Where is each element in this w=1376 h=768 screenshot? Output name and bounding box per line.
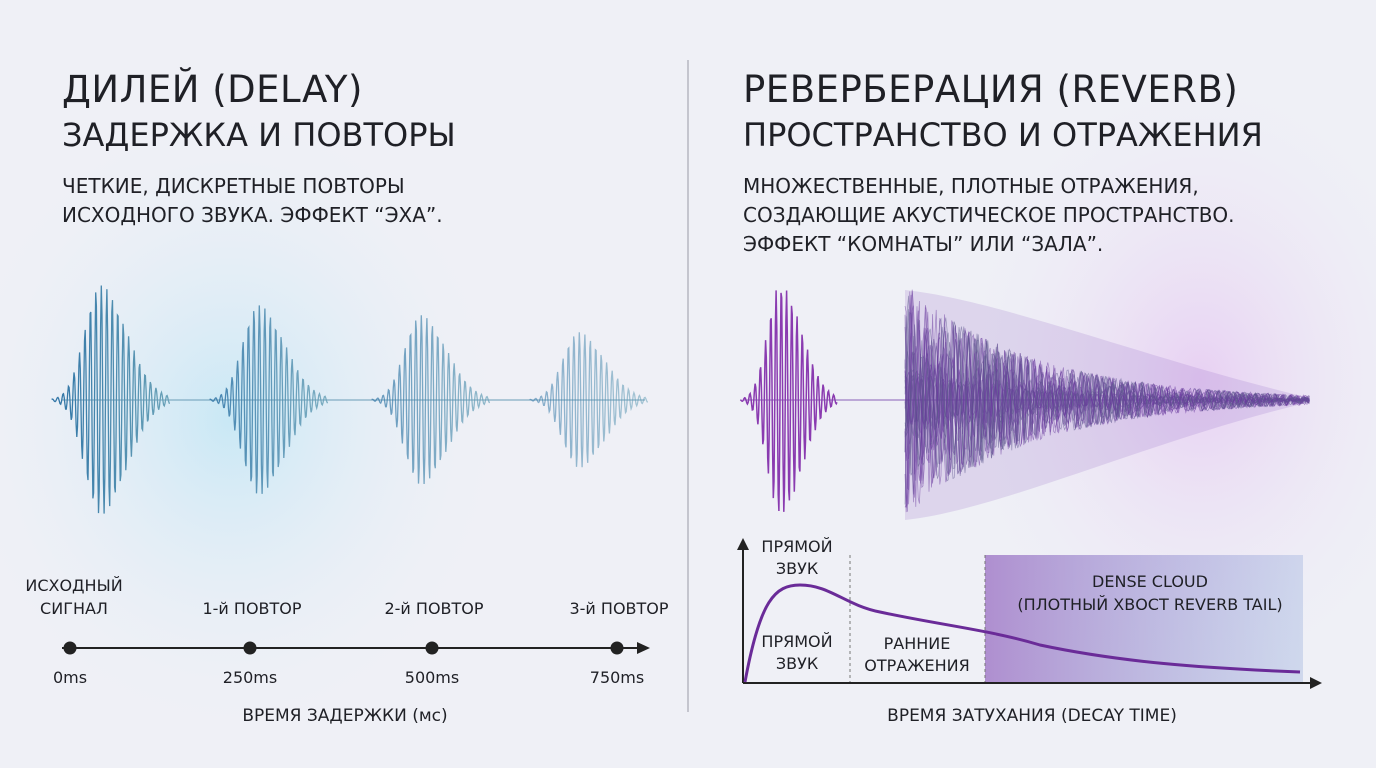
arrow	[1310, 677, 1322, 689]
glow	[940, 50, 1376, 710]
title: РЕВЕРБЕРАЦИЯ (REVERB)	[743, 68, 1238, 111]
description: ИСХОДНОГО ЗВУКА. ЭФФЕКТ “ЭХА”.	[62, 203, 443, 227]
event-label: 1-й ПОВТОР	[202, 599, 301, 618]
arrow	[737, 538, 749, 550]
axis-label: ВРЕМЯ ЗАДЕРЖКИ (мс)	[242, 706, 447, 726]
timeline-dot	[243, 641, 257, 655]
event-label: ИСХОДНЫЙ	[25, 576, 122, 595]
waveform	[371, 315, 490, 485]
waveforms	[51, 285, 1310, 520]
direct-label: ПРЯМОЙ	[761, 632, 832, 651]
subtitle: ПРОСТРАНСТВО И ОТРАЖЕНИЯ	[743, 116, 1263, 154]
title: ДИЛЕЙ (DELAY)	[62, 67, 363, 111]
description: ЧЕТКИЕ, ДИСКРЕТНЫЕ ПОВТОРЫ	[62, 174, 405, 198]
early-label: ОТРАЖЕНИЯ	[864, 656, 969, 675]
description: МНОЖЕСТВЕННЫЕ, ПЛОТНЫЕ ОТРАЖЕНИЯ,	[743, 174, 1199, 198]
axis-label: ВРЕМЯ ЗАТУХАНИЯ (DECAY TIME)	[887, 706, 1177, 726]
tail-label: (ПЛОТНЫЙ ХВОСТ REVERB TAIL)	[1017, 595, 1282, 614]
time-label: 750ms	[590, 668, 644, 687]
event-label: СИГНАЛ	[40, 599, 108, 618]
waveform	[51, 285, 170, 514]
time-label: 500ms	[405, 668, 459, 687]
decay-curve	[743, 583, 1301, 683]
waveform	[529, 332, 648, 468]
peak-label: ПРЯМОЙ	[761, 537, 832, 556]
timeline-group: ИСХОДНЫЙ СИГНАЛ 0ms 1-й ПОВТОР 250ms 2-й ПОВТ…	[25, 576, 669, 687]
arrow	[637, 642, 650, 654]
event-label: 3-й ПОВТОР	[569, 599, 668, 618]
reverb-line	[904, 309, 1310, 488]
tail-label: DENSE CLOUD	[1092, 572, 1208, 591]
subtitle: ЗАДЕРЖКА И ПОВТОРЫ	[62, 116, 456, 154]
timeline-dot	[63, 641, 77, 655]
peak-label: ЗВУК	[776, 559, 819, 578]
reverb-line	[904, 316, 1310, 474]
reverb-line	[904, 331, 1310, 468]
time-label: 0ms	[53, 668, 87, 687]
timeline-dot	[425, 641, 439, 655]
early-label: РАННИЕ	[884, 634, 951, 653]
waveform	[739, 290, 838, 512]
time-label: 250ms	[223, 668, 277, 687]
timeline-dot	[610, 641, 624, 655]
reverb-line	[904, 327, 1310, 474]
reverb-line	[904, 333, 1310, 466]
description: ЭФФЕКТ “КОМНАТЫ” ИЛИ “ЗАЛА”.	[743, 232, 1103, 256]
description: СОЗДАЮЩИЕ АКУСТИЧЕСКОЕ ПРОСТРАНСТВО.	[743, 203, 1235, 227]
event-label: 2-й ПОВТОР	[384, 599, 483, 618]
direct-label: ЗВУК	[776, 654, 819, 673]
waveform	[209, 305, 328, 494]
